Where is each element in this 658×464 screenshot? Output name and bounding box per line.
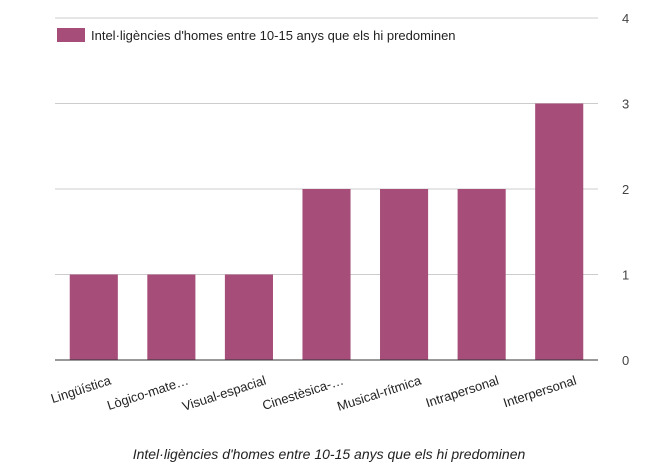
bar (69, 274, 118, 360)
x-tick-label: Lingüística (49, 372, 113, 406)
y-tick-label: 3 (622, 97, 629, 112)
bar (457, 189, 506, 360)
bar (147, 274, 196, 360)
y-tick-label: 2 (622, 182, 629, 197)
bar (302, 189, 351, 360)
legend[interactable]: Intel·ligències d'homes entre 10-15 anys… (57, 28, 456, 43)
x-axis-ticks: LingüísticaLògico-mate…Visual-espacialCi… (49, 372, 578, 414)
bar (535, 103, 584, 360)
x-tick-label: Musical-rítmica (335, 372, 423, 414)
x-axis-title: Intel·ligències d'homes entre 10-15 anys… (133, 446, 526, 462)
bars (69, 103, 584, 360)
x-tick-label: Intrapersonal (424, 373, 501, 411)
x-tick-label: Visual-espacial (180, 373, 268, 414)
legend-swatch (57, 28, 85, 42)
x-tick-label: Interpersonal (501, 373, 578, 411)
bar (224, 274, 273, 360)
y-tick-label: 1 (622, 268, 629, 283)
y-tick-label: 0 (622, 353, 629, 368)
x-tick-label: Cinestèsica-… (260, 373, 345, 413)
x-tick-label: Lògico-mate… (105, 373, 190, 413)
y-axis-ticks: 0 1 2 3 4 (622, 11, 629, 368)
y-tick-label: 4 (622, 11, 629, 26)
legend-label: Intel·ligències d'homes entre 10-15 anys… (91, 28, 456, 43)
bar (380, 189, 429, 360)
